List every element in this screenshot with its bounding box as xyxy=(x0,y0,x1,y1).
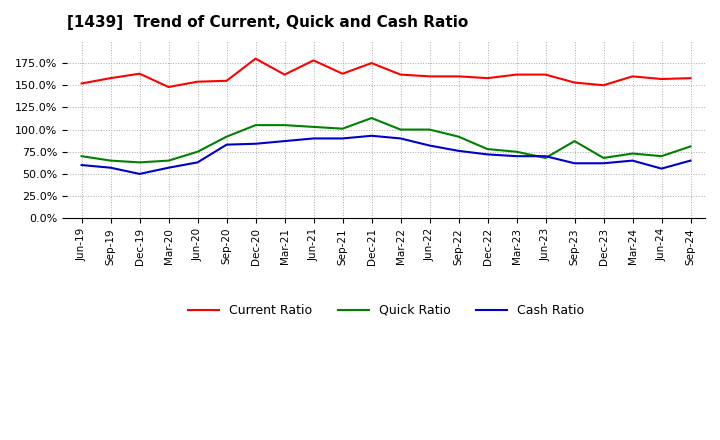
Cash Ratio xyxy=(164,165,173,170)
Cash Ratio xyxy=(686,158,695,163)
Cash Ratio xyxy=(338,136,347,141)
Quick Ratio xyxy=(251,122,260,128)
Current Ratio xyxy=(222,78,231,84)
Current Ratio xyxy=(570,80,579,85)
Quick Ratio xyxy=(367,115,376,121)
Current Ratio xyxy=(280,72,289,77)
Quick Ratio xyxy=(426,127,434,132)
Current Ratio xyxy=(77,81,86,86)
Text: [1439]  Trend of Current, Quick and Cash Ratio: [1439] Trend of Current, Quick and Cash … xyxy=(67,15,468,30)
Cash Ratio xyxy=(657,166,666,171)
Quick Ratio xyxy=(77,154,86,159)
Cash Ratio xyxy=(541,154,550,159)
Quick Ratio xyxy=(280,122,289,128)
Quick Ratio xyxy=(483,147,492,152)
Current Ratio xyxy=(107,76,115,81)
Cash Ratio xyxy=(280,139,289,144)
Cash Ratio xyxy=(454,148,463,154)
Cash Ratio xyxy=(426,143,434,148)
Quick Ratio xyxy=(222,134,231,139)
Cash Ratio xyxy=(77,162,86,168)
Current Ratio xyxy=(541,72,550,77)
Quick Ratio xyxy=(193,149,202,154)
Current Ratio xyxy=(426,74,434,79)
Cash Ratio xyxy=(628,158,636,163)
Cash Ratio xyxy=(193,160,202,165)
Cash Ratio xyxy=(135,171,144,176)
Current Ratio xyxy=(483,76,492,81)
Quick Ratio xyxy=(512,149,521,154)
Line: Current Ratio: Current Ratio xyxy=(81,59,690,87)
Cash Ratio xyxy=(107,165,115,170)
Line: Cash Ratio: Cash Ratio xyxy=(81,136,690,174)
Quick Ratio xyxy=(309,124,318,129)
Cash Ratio xyxy=(570,161,579,166)
Current Ratio xyxy=(628,74,636,79)
Current Ratio xyxy=(454,74,463,79)
Cash Ratio xyxy=(367,133,376,139)
Current Ratio xyxy=(193,79,202,84)
Quick Ratio xyxy=(599,155,608,161)
Current Ratio xyxy=(686,76,695,81)
Quick Ratio xyxy=(164,158,173,163)
Cash Ratio xyxy=(251,141,260,147)
Quick Ratio xyxy=(628,151,636,156)
Cash Ratio xyxy=(483,152,492,157)
Current Ratio xyxy=(309,58,318,63)
Current Ratio xyxy=(338,71,347,77)
Current Ratio xyxy=(367,60,376,66)
Quick Ratio xyxy=(338,126,347,131)
Cash Ratio xyxy=(396,136,405,141)
Cash Ratio xyxy=(599,161,608,166)
Quick Ratio xyxy=(107,158,115,163)
Cash Ratio xyxy=(309,136,318,141)
Current Ratio xyxy=(396,72,405,77)
Quick Ratio xyxy=(454,134,463,139)
Quick Ratio xyxy=(396,127,405,132)
Cash Ratio xyxy=(222,142,231,147)
Current Ratio xyxy=(135,71,144,77)
Line: Quick Ratio: Quick Ratio xyxy=(81,118,690,162)
Cash Ratio xyxy=(512,154,521,159)
Current Ratio xyxy=(512,72,521,77)
Legend: Current Ratio, Quick Ratio, Cash Ratio: Current Ratio, Quick Ratio, Cash Ratio xyxy=(183,299,589,322)
Current Ratio xyxy=(251,56,260,61)
Current Ratio xyxy=(164,84,173,90)
Quick Ratio xyxy=(570,139,579,144)
Current Ratio xyxy=(599,83,608,88)
Quick Ratio xyxy=(657,154,666,159)
Current Ratio xyxy=(657,77,666,82)
Quick Ratio xyxy=(541,155,550,161)
Quick Ratio xyxy=(135,160,144,165)
Quick Ratio xyxy=(686,144,695,149)
